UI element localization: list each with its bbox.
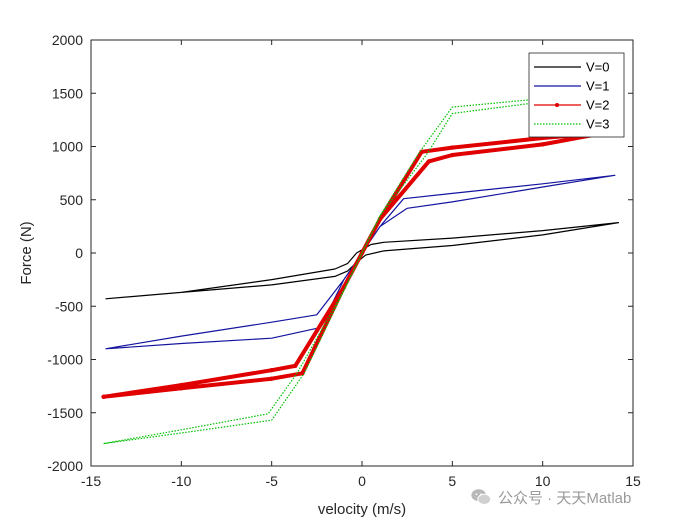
x-tick-label: 15	[625, 473, 641, 489]
watermark-text: 公众号 · 天天Matlab	[498, 489, 632, 507]
legend-label: V=1	[586, 79, 610, 94]
x-tick-label: -10	[171, 473, 191, 489]
series-3-point	[419, 149, 424, 155]
tick-layer: -15 -10 -5 0 5 10 15 -2000 -1500 -1000 -500 0 500 100…	[47, 32, 641, 489]
x-tick-label: 0	[358, 473, 366, 489]
series-3-point	[450, 152, 455, 158]
x-tick-label: 10	[535, 473, 551, 489]
legend-label: V=2	[586, 98, 610, 113]
x-axis-label: velocity (m/s)	[318, 501, 406, 518]
series-3-point	[269, 376, 274, 381]
series-3-point	[179, 382, 184, 388]
series-3-point	[341, 284, 347, 290]
series-3-point	[450, 145, 455, 150]
y-tick-label: 1000	[52, 139, 83, 155]
series-3-point	[540, 142, 545, 147]
series-3-point	[426, 159, 432, 164]
series-3-point	[292, 363, 298, 369]
series-3-point	[377, 216, 383, 222]
y-tick-label: -500	[55, 298, 83, 314]
series-3-point	[101, 394, 106, 399]
series-4-line	[103, 92, 589, 445]
y-tick-label: 2000	[52, 32, 83, 48]
x-tick-label: -15	[81, 473, 101, 489]
legend-marker	[555, 103, 559, 107]
y-axis-label: Force (N)	[18, 221, 35, 284]
x-tick-label: 5	[448, 473, 456, 489]
x-tick-label: -5	[265, 473, 278, 489]
wechat-icon	[471, 489, 492, 505]
series-3-point	[359, 250, 365, 256]
y-tick-label: -1500	[47, 405, 83, 421]
y-tick-label: -1000	[47, 352, 83, 368]
y-tick-label: 0	[75, 245, 83, 261]
y-tick-label: 500	[60, 192, 84, 208]
y-tick-label: -2000	[47, 458, 83, 474]
series-3-point	[269, 367, 274, 373]
series-3-point	[300, 371, 305, 376]
y-tick-label: 1500	[52, 85, 83, 101]
legend: V=0 V=1 V=2 V=3	[528, 52, 625, 138]
series-3-point	[179, 386, 184, 391]
watermark: 公众号 · 天天Matlab	[470, 485, 631, 509]
legend-label: V=3	[586, 117, 610, 132]
series-1-line	[105, 222, 620, 300]
legend-label: V=0	[586, 60, 610, 75]
